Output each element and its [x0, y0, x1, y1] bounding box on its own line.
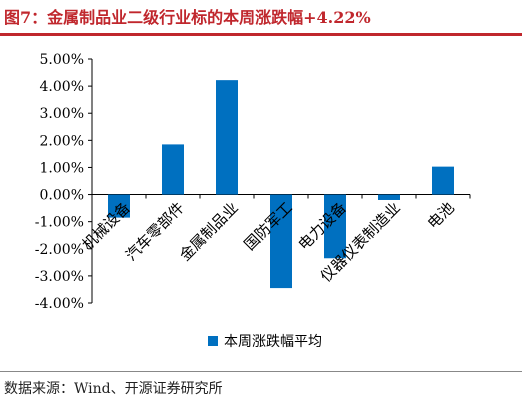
bar [270, 194, 292, 289]
x-tick-label: 电池 [424, 199, 458, 233]
y-tick-label: -3.00% [35, 269, 84, 285]
legend-label: 本周涨跌幅平均 [224, 334, 322, 350]
bar [162, 144, 184, 195]
bar-chart: -4.00% -3.00% -2.00% -1.00% 0.00% 1.00% 2.00% 3… [35, 52, 471, 350]
bar [324, 194, 346, 259]
y-tick-label: -2.00% [35, 242, 84, 258]
chart-title: 图7：金属制品业二级行业标的本周涨跌幅+4.22% [4, 8, 371, 27]
y-tick-label: 0.00% [40, 188, 84, 204]
legend: 本周涨跌幅平均 [208, 334, 322, 350]
x-tick-label: 机械设备 [79, 199, 134, 254]
bar [108, 194, 130, 218]
source-rule [0, 371, 522, 372]
bar [378, 194, 400, 200]
y-tick-label: 1.00% [40, 160, 84, 176]
y-tick-label: 5.00% [40, 52, 84, 68]
legend-swatch [208, 336, 218, 346]
source-note: 数据来源：Wind、开源证券研究所 [4, 381, 223, 397]
bar [432, 166, 454, 195]
x-tick-label: 金属制品业 [176, 199, 242, 265]
bar [216, 80, 238, 195]
y-axis: -4.00% -3.00% -2.00% -1.00% 0.00% 1.00% 2.00% 3… [35, 52, 471, 312]
y-tick-label: 4.00% [40, 79, 84, 95]
y-tick-label: -1.00% [35, 215, 84, 231]
y-tick-label: 3.00% [40, 106, 84, 122]
bars-group [108, 80, 454, 289]
y-tick-label: 2.00% [40, 133, 84, 149]
y-tick-label: -4.00% [35, 296, 84, 312]
title-rule [0, 33, 522, 36]
